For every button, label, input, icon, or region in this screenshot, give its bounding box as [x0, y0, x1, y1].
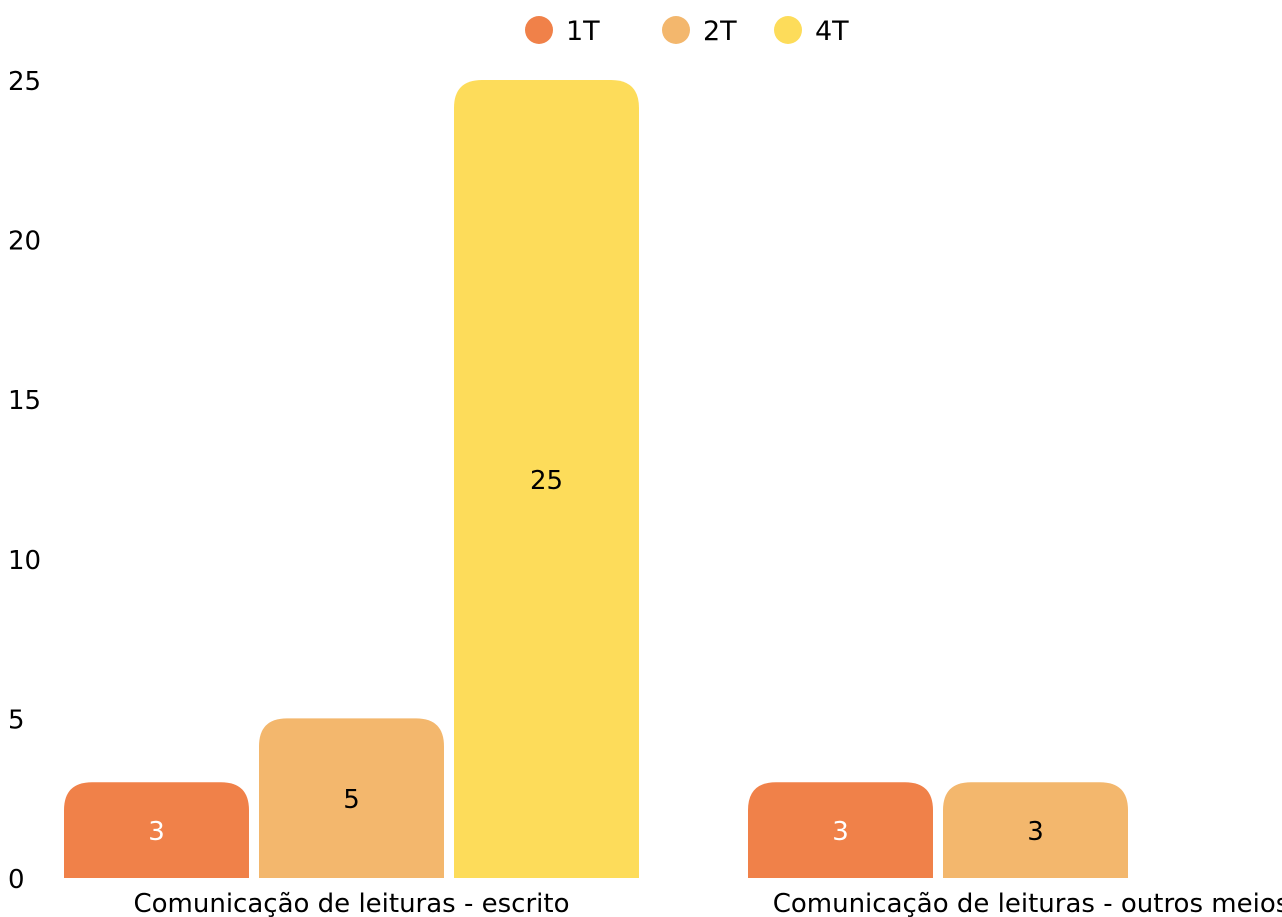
bar-4t-1: [454, 80, 639, 878]
y-tick-label: 10: [8, 546, 41, 576]
legend-label: 1T: [566, 16, 600, 47]
y-tick-label: 25: [8, 67, 41, 97]
legend-item-2t: 2T: [662, 16, 737, 47]
data-label: 3: [1027, 817, 1044, 847]
bar-2t-1: [259, 718, 444, 878]
legend-item-4t: 4T: [774, 16, 849, 47]
data-label: 25: [530, 466, 563, 496]
y-tick-label: 5: [8, 705, 25, 735]
legend-swatch: [525, 16, 553, 44]
y-tick-label: 15: [8, 386, 41, 416]
legend-label: 4T: [815, 16, 849, 47]
legend-swatch: [662, 16, 690, 44]
y-tick-label: 20: [8, 227, 41, 257]
data-label: 3: [148, 817, 165, 847]
bar-1t-2: [748, 782, 933, 878]
bar-2t-2: [943, 782, 1128, 878]
x-category-label: Comunicação de leituras - escrito: [133, 889, 569, 917]
legend-swatch: [774, 16, 802, 44]
legend-label: 2T: [703, 16, 737, 47]
bar-1t-1: [64, 782, 249, 878]
x-category-label: Comunicação de leituras - outros meios: [773, 889, 1282, 917]
data-label: 5: [343, 785, 360, 815]
legend-item-1t: 1T: [525, 16, 600, 47]
y-tick-label: 0: [8, 865, 25, 895]
data-label: 3: [832, 817, 849, 847]
